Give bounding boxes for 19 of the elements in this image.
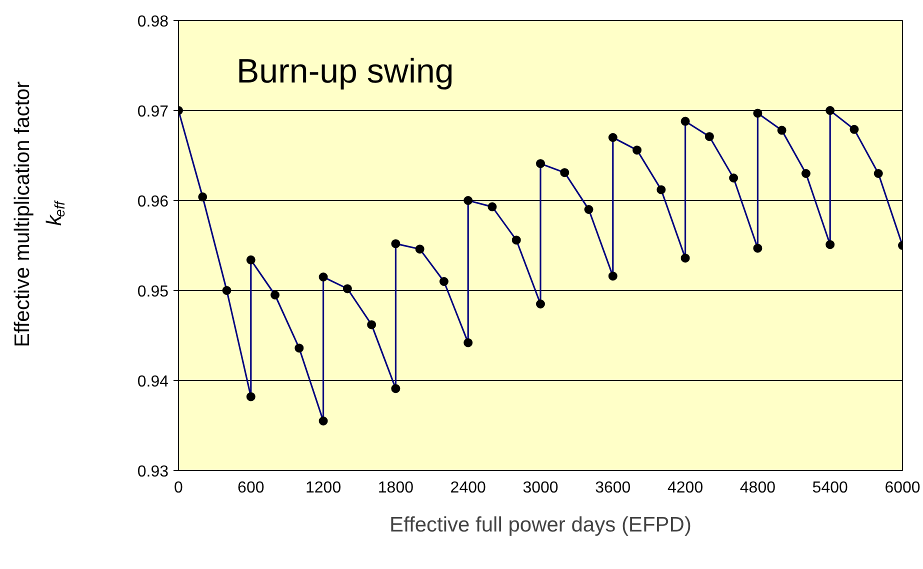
x-tick-label: 3600 [595,480,631,496]
y-tick-label: 0.95 [137,284,169,300]
y-tick-label: 0.98 [137,14,169,30]
x-tick-label: 2400 [450,480,486,496]
y-tick-label: 0.93 [137,464,169,480]
x-tick-label: 4800 [740,480,776,496]
x-tick-label: 600 [238,480,264,496]
y-tick-label: 0.94 [137,374,169,390]
x-tick-label: 0 [174,480,184,496]
x-tick-label: 5400 [812,480,848,496]
y-tick-label: 0.96 [137,194,169,210]
x-tick-label: 4200 [668,480,704,496]
x-tick-label: 3000 [522,480,558,496]
x-axis-title: Effective full power days (EFPD) [390,514,692,536]
x-tick-label: 6000 [884,480,920,496]
y-tick-label: 0.97 [137,104,169,120]
annotation: Burn-up swing [236,52,454,90]
x-tick-label: 1200 [306,480,342,496]
x-tick-label: 1800 [378,480,414,496]
